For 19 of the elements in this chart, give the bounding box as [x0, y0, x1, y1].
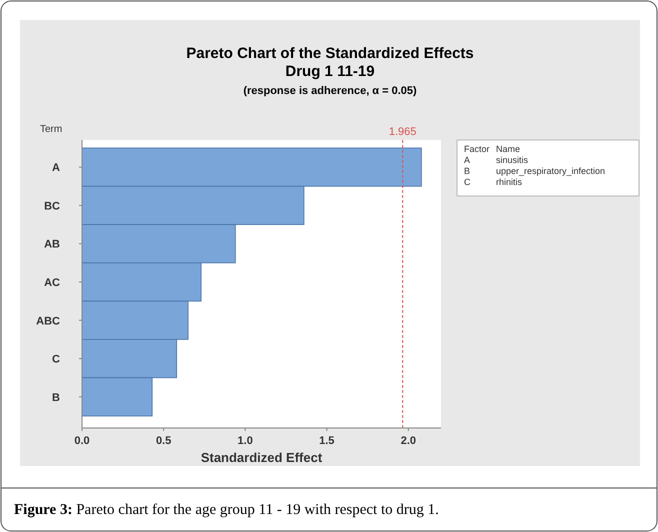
x-tick-label: 2.0 — [400, 435, 416, 447]
x-tick-label: 1.0 — [238, 435, 253, 447]
y-tick-label: AB — [44, 238, 60, 251]
y-tick-label: A — [52, 162, 60, 174]
factor-table: Factor Name A sinusitis B upper_respiratory_infection C rhinitis — [456, 140, 640, 196]
caption: Figure 3: Pareto chart for the age group 11 - 19 with respect to drug 1. — [14, 502, 439, 518]
chart-subtitle: (response is adherence, α = 0.05) — [243, 85, 418, 97]
y-tick-label: BC — [44, 200, 60, 212]
x-tick-label: 1.5 — [319, 435, 334, 447]
x-tick-label: 0.0 — [74, 435, 90, 447]
x-tick-label: 0.5 — [156, 435, 172, 447]
y-tick-label: AC — [44, 277, 60, 289]
x-axis-title: Standardized Effect — [200, 450, 323, 465]
ref-line-label: 1.965 — [388, 126, 416, 138]
y-tick-label: C — [52, 354, 60, 366]
y-tick-label: ABC — [36, 315, 60, 328]
y-tick-label: B — [52, 392, 60, 404]
chart-title: Pareto Chart of the Standardized Effects Drug 1 11-19 — [186, 45, 474, 80]
y-axis-title: Term — [40, 124, 62, 135]
